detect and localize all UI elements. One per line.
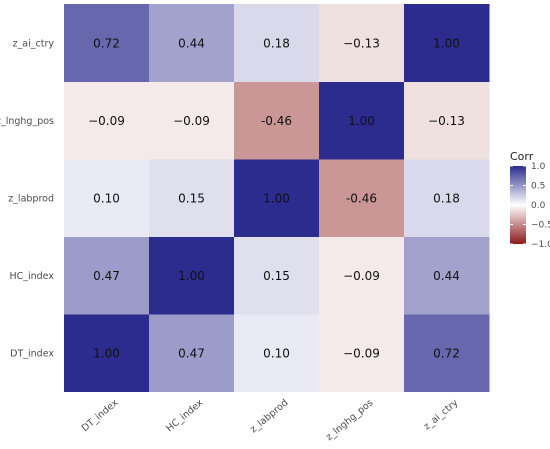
cell-value-label: 0.18 [433, 191, 460, 205]
heatmap-cell-z-labprod-z-ai-ctry [404, 159, 490, 237]
cell-value-label: 1.00 [263, 191, 290, 205]
heatmap-cell-z-lnghg-pos-z-lnghg-pos [319, 81, 405, 160]
cell-value-label: 1.00 [178, 269, 205, 283]
heatmap-cell-dt-index-hc-index [149, 314, 235, 392]
heatmap-cell-hc-index-z-lnghg-pos [319, 236, 405, 315]
y-tick-label-z-ai-ctry: z_ai_ctry [13, 38, 55, 49]
x-tick-label-z-labprod: z_labprod [248, 397, 290, 435]
y-tick-label-z-lnghg-pos: z_lnghg_pos [0, 116, 54, 127]
heatmap-cell-z-labprod-dt-index [64, 159, 150, 237]
cell-value-label: −0.13 [343, 36, 380, 50]
heatmap-cell-z-ai-ctry-z-ai-ctry [404, 4, 490, 82]
y-tick-label-hc-index: HC_index [9, 271, 54, 282]
cell-value-label: 1.00 [348, 114, 375, 128]
cell-value-label: 0.15 [178, 191, 205, 205]
cell-value-label: 0.15 [263, 269, 290, 283]
heatmap-cell-z-lnghg-pos-z-ai-ctry [404, 81, 490, 160]
cell-value-label: -0.46 [261, 114, 292, 128]
legend-title: Corr [510, 150, 534, 163]
legend: Corr 1.0 0.5 0.0 −0.5 −1.0 [510, 150, 550, 250]
cell-value-label: 1.00 [433, 36, 460, 50]
heatmap-cells: 1.00 0.47 0.10 −0.09 0.72 0.47 1.00 0.15 −0.09 0.… [64, 4, 490, 392]
legend-tick-label: 0.5 [531, 182, 545, 192]
x-tick-label-dt-index: DT_index [80, 397, 121, 434]
heatmap-cell-dt-index-z-labprod [234, 314, 320, 392]
heatmap-cell-dt-index-z-ai-ctry [404, 314, 490, 392]
cell-value-label: −0.09 [343, 269, 380, 283]
heatmap-cell-hc-index-z-ai-ctry [404, 236, 490, 315]
heatmap-cell-z-ai-ctry-z-labprod [234, 4, 320, 82]
heatmap-cell-z-labprod-z-lnghg-pos [319, 159, 405, 237]
cell-value-label: 0.44 [178, 36, 205, 50]
cell-value-label: 1.00 [93, 346, 120, 360]
cell-value-label: −0.13 [428, 114, 465, 128]
heatmap-cell-dt-index-z-lnghg-pos [319, 314, 405, 392]
heatmap-cell-hc-index-dt-index [64, 236, 150, 315]
heatmap-cell-hc-index-z-labprod [234, 236, 320, 315]
cell-value-label: 0.18 [263, 36, 290, 50]
legend-tick-label: 1.0 [531, 162, 546, 172]
cell-value-label: 0.72 [93, 36, 120, 50]
cell-value-label: 0.10 [263, 346, 290, 360]
cell-value-label: 0.44 [433, 269, 460, 283]
cell-value-label: 0.47 [93, 269, 120, 283]
heatmap-cell-hc-index-hc-index [149, 236, 235, 315]
x-tick-label-z-ai-ctry: z_ai_ctry [422, 397, 461, 432]
heatmap-cell-z-lnghg-pos-z-labprod [234, 81, 320, 160]
cell-value-label: 0.47 [178, 346, 205, 360]
x-axis-labels: DT_index HC_index z_labprod z_lnghg_pos z_ai… [80, 397, 461, 443]
cell-value-label: 0.10 [93, 191, 120, 205]
heatmap-cell-z-lnghg-pos-hc-index [149, 81, 235, 160]
y-tick-label-dt-index: DT_index [10, 348, 54, 359]
y-tick-label-z-labprod: z_labprod [8, 193, 54, 204]
heatmap-cell-z-ai-ctry-dt-index [64, 4, 150, 82]
legend-colorbar [510, 166, 526, 244]
legend-ticks: 1.0 0.5 0.0 −0.5 −1.0 [510, 162, 550, 250]
x-tick-label-z-lnghg-pos: z_lnghg_pos [324, 397, 376, 443]
cell-value-label: 0.72 [433, 346, 460, 360]
heatmap-cell-z-lnghg-pos-dt-index [64, 81, 150, 160]
legend-tick-label: −0.5 [531, 221, 550, 231]
legend-tick-label: −1.0 [531, 240, 550, 250]
heatmap-cell-dt-index-dt-index [64, 314, 150, 392]
y-axis-labels: DT_index HC_index z_labprod z_lnghg_pos z_ai… [0, 38, 54, 359]
cell-value-label: −0.09 [88, 114, 125, 128]
cell-value-label: −0.09 [343, 346, 380, 360]
x-tick-label-hc-index: HC_index [164, 397, 205, 434]
cell-value-label: −0.09 [173, 114, 210, 128]
heatmap-cell-z-ai-ctry-hc-index [149, 4, 235, 82]
heatmap-cell-z-ai-ctry-z-lnghg-pos [319, 4, 405, 82]
cell-value-label: -0.46 [346, 191, 377, 205]
heatmap-cell-z-labprod-hc-index [149, 159, 235, 237]
legend-tick-label: 0.0 [531, 201, 546, 211]
heatmap-cell-z-labprod-z-labprod [234, 159, 320, 237]
